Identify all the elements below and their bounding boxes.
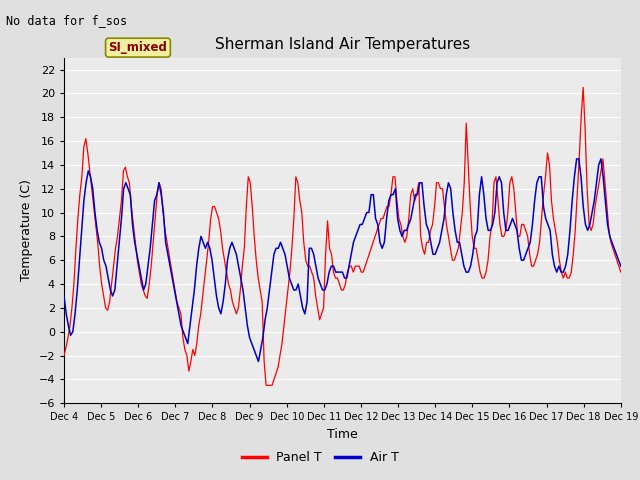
Text: No data for f_sos: No data for f_sos bbox=[6, 14, 127, 27]
X-axis label: Time: Time bbox=[327, 428, 358, 441]
Y-axis label: Temperature (C): Temperature (C) bbox=[20, 180, 33, 281]
Legend: Panel T, Air T: Panel T, Air T bbox=[237, 446, 403, 469]
Text: SI_mixed: SI_mixed bbox=[109, 41, 168, 54]
Title: Sherman Island Air Temperatures: Sherman Island Air Temperatures bbox=[215, 37, 470, 52]
